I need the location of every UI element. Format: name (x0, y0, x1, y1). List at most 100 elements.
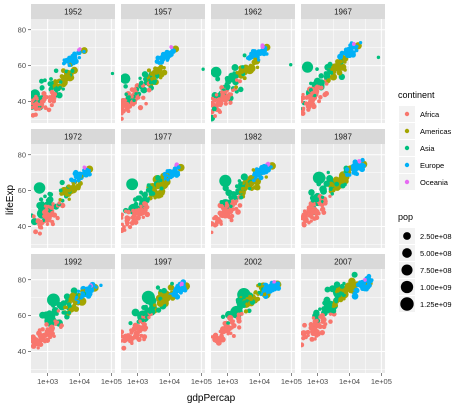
data-point-asia (330, 192, 334, 196)
data-point-americas (152, 76, 157, 80)
data-point-africa (320, 318, 324, 322)
data-point-asia (311, 81, 317, 86)
data-point-africa (313, 337, 317, 341)
data-point-africa (33, 229, 39, 235)
data-point-africa (144, 326, 149, 330)
data-point-europe (350, 165, 355, 170)
data-point-asia (151, 297, 156, 302)
facet-panel: 1967 (301, 4, 385, 123)
data-point-africa (230, 326, 234, 330)
data-point-africa (230, 320, 234, 325)
data-point-asia (328, 303, 333, 308)
data-point-africa (220, 90, 224, 94)
data-point-asia (68, 304, 72, 308)
facet-panel: 1957 (121, 4, 205, 123)
data-point-asia (222, 184, 229, 192)
data-point-asia (146, 297, 151, 302)
data-point-africa (302, 209, 307, 213)
panel-points (31, 47, 115, 118)
data-point-europe (77, 55, 82, 60)
data-point-americas (66, 184, 71, 188)
data-point-asia (47, 191, 52, 197)
data-point-europe (344, 51, 348, 56)
data-point-africa (55, 215, 60, 221)
data-point-asia (232, 194, 236, 198)
y-tick-label: 40 (18, 222, 26, 231)
data-point-africa (317, 99, 321, 104)
data-point-europe (347, 173, 352, 177)
data-point-asia (38, 96, 42, 100)
legend-label: Africa (420, 110, 440, 119)
data-point-africa (217, 97, 221, 101)
data-point-europe (249, 51, 254, 56)
data-point-asia (235, 297, 241, 303)
data-point-europe (85, 291, 89, 296)
data-point-europe (358, 40, 363, 45)
data-point-asia (323, 180, 330, 187)
data-point-africa (126, 209, 131, 215)
data-point-africa (214, 93, 219, 97)
data-point-africa (318, 325, 323, 329)
facet-strip-label: 1972 (64, 133, 82, 142)
data-point-americas (248, 63, 253, 68)
data-point-africa (37, 102, 42, 107)
data-point-africa (318, 86, 322, 90)
data-point-africa (50, 219, 55, 224)
data-point-africa (41, 338, 45, 343)
data-point-europe (360, 157, 365, 163)
data-point-africa (211, 230, 214, 235)
data-point-americas (343, 68, 347, 72)
data-point-americas (255, 296, 261, 302)
data-point-asia (137, 195, 143, 200)
data-point-asia (148, 310, 152, 314)
data-point-africa (52, 91, 58, 97)
data-point-asia (158, 288, 163, 293)
data-point-africa (310, 203, 315, 207)
data-point-asia (43, 194, 47, 199)
data-point-asia (320, 195, 325, 199)
data-point-africa (39, 226, 44, 230)
data-point-africa (43, 204, 48, 208)
x-tick-label: 1e+04 (159, 377, 180, 386)
y-tick-label: 60 (18, 186, 26, 195)
data-point-americas (60, 68, 66, 74)
data-point-africa (220, 93, 224, 97)
legend-title-pop: pop (398, 212, 413, 222)
data-point-africa (121, 222, 124, 226)
data-point-africa (59, 202, 66, 209)
data-point-africa (140, 325, 146, 330)
data-point-africa (121, 329, 125, 335)
data-point-africa (226, 325, 231, 329)
data-point-asia (230, 310, 235, 315)
data-point-americas (331, 74, 337, 80)
data-point-europe (269, 165, 273, 169)
data-point-asia (123, 84, 128, 89)
data-point-asia (148, 80, 153, 85)
data-point-africa (127, 103, 132, 108)
data-point-asia (155, 307, 162, 313)
data-point-americas (255, 65, 260, 70)
data-point-asia (63, 311, 68, 315)
data-point-asia (143, 304, 148, 309)
data-point-asia (319, 82, 325, 87)
data-point-asia (321, 309, 326, 314)
data-point-asia (127, 95, 131, 99)
data-point-americas (245, 182, 249, 186)
data-point-africa (219, 211, 223, 215)
data-point-asia (134, 205, 138, 210)
data-point-asia (153, 79, 158, 83)
data-point-africa (219, 222, 223, 226)
data-point-asia (315, 67, 319, 71)
data-point-africa (37, 107, 42, 111)
data-point-europe (353, 170, 358, 175)
data-point-asia (315, 198, 320, 203)
data-point-europe (155, 55, 161, 61)
data-point-americas (338, 298, 342, 303)
data-point-africa (217, 109, 223, 115)
data-point-europe (364, 286, 369, 292)
data-point-europe (245, 56, 250, 60)
data-point-africa (301, 111, 304, 115)
data-point-asia (331, 308, 337, 314)
data-point-americas (78, 299, 85, 305)
data-point-africa (212, 216, 216, 221)
